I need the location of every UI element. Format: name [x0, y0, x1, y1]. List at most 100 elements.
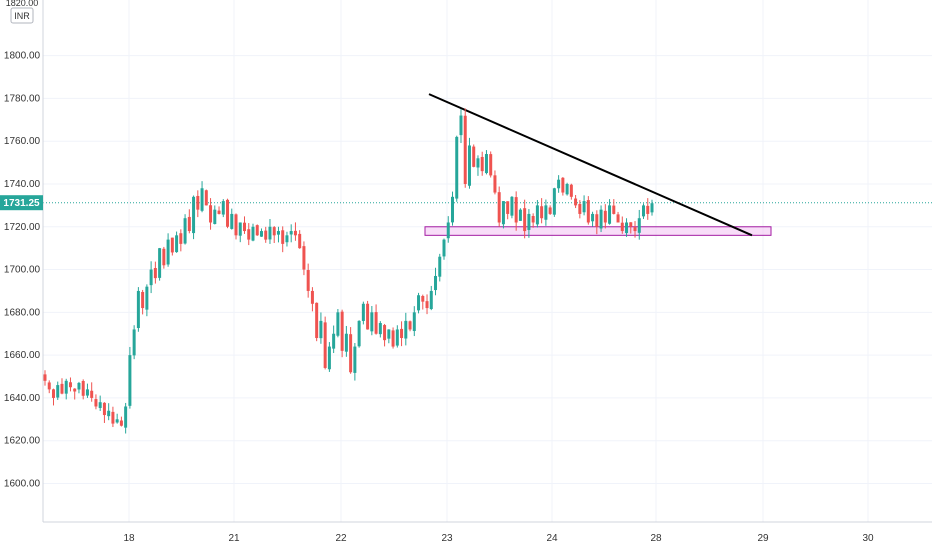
candle-body — [366, 303, 370, 330]
candle-body — [102, 402, 106, 416]
candle-body — [327, 346, 331, 370]
candle-body — [400, 328, 404, 339]
candle-body — [107, 410, 111, 417]
candle-body — [221, 201, 225, 215]
candle-body — [111, 411, 115, 424]
candle-body — [43, 374, 47, 381]
candle-body — [268, 226, 272, 240]
candle-body — [637, 218, 641, 233]
candle-body — [247, 229, 251, 240]
candle-body — [459, 115, 463, 136]
candle-body — [115, 419, 119, 423]
candle-body — [535, 205, 539, 225]
annotations — [43, 93, 932, 237]
candle-body — [289, 231, 293, 235]
candle-body — [332, 333, 336, 349]
x-tick-label: 30 — [862, 533, 874, 544]
candle-body — [582, 201, 586, 213]
candle-body — [217, 210, 221, 214]
candle-body — [438, 256, 442, 277]
candle-body — [574, 198, 578, 206]
y-tick-label: 1660.00 — [4, 350, 41, 361]
candle-body — [506, 201, 510, 214]
candle-body — [336, 312, 340, 336]
candle-body — [497, 192, 501, 223]
candle-body — [124, 406, 128, 428]
candle-body — [361, 303, 365, 321]
candle-body — [608, 205, 612, 224]
top-tick-label: 1820.00 — [6, 0, 39, 8]
candle-body — [429, 290, 433, 310]
candle-body — [281, 230, 285, 244]
candle-body — [595, 214, 599, 227]
descending-trendline[interactable] — [428, 93, 753, 237]
candle-body — [141, 291, 145, 309]
candle-body — [255, 225, 259, 236]
candle-body — [238, 222, 242, 236]
candle-body — [476, 158, 480, 168]
y-tick-label: 1720.00 — [4, 222, 41, 233]
x-tick-label: 23 — [441, 533, 453, 544]
candle-body — [353, 346, 357, 373]
candle-body — [650, 203, 654, 213]
candle-body — [612, 205, 616, 214]
candle-body — [85, 389, 89, 396]
candle-body — [446, 222, 450, 239]
candle-body — [480, 156, 484, 172]
candle-body — [302, 246, 306, 270]
candle-body — [408, 321, 412, 330]
candle-body — [620, 222, 624, 232]
candle-body — [200, 188, 204, 211]
candle-body — [98, 402, 102, 408]
candle-body — [395, 329, 399, 346]
y-tick-label: 1760.00 — [4, 136, 41, 147]
candle-body — [259, 231, 263, 237]
candle-body — [243, 222, 247, 232]
candle-body — [599, 209, 603, 229]
support-zone[interactable] — [424, 226, 772, 236]
y-tick-label: 1740.00 — [4, 179, 41, 190]
candle-body — [94, 399, 98, 407]
candle-body — [344, 333, 348, 352]
y-tick-label: 1700.00 — [4, 265, 41, 276]
candle-body — [230, 213, 234, 229]
candle-body — [251, 226, 255, 241]
candle-body — [557, 179, 561, 189]
candle-body — [603, 210, 607, 223]
candle-body — [166, 239, 170, 265]
candle-body — [561, 177, 565, 193]
candle-body — [272, 227, 276, 236]
candle-body — [183, 218, 187, 244]
candle-body — [170, 237, 174, 253]
candle-body — [629, 222, 633, 227]
x-tick-label: 22 — [335, 533, 347, 544]
candle-body — [306, 270, 310, 291]
candle-body — [357, 320, 361, 347]
y-tick-label: 1800.00 — [4, 51, 41, 62]
candle-body — [514, 197, 518, 223]
candle-body — [226, 199, 230, 227]
candle-body — [213, 209, 217, 225]
candle-body — [298, 233, 302, 249]
candle-body — [425, 301, 429, 309]
candle-body — [450, 196, 454, 223]
candle-body — [68, 382, 72, 388]
candle-body — [196, 195, 200, 210]
x-tick-label: 21 — [228, 533, 240, 544]
candle-body — [374, 312, 378, 334]
candle-body — [417, 295, 421, 311]
candle-body — [51, 389, 55, 398]
candle-body — [633, 227, 637, 232]
candle-body — [527, 213, 531, 230]
candle-body — [548, 207, 552, 214]
candle-body — [646, 205, 650, 214]
candle-body — [625, 222, 629, 234]
candle-body — [442, 239, 446, 257]
candle-body — [187, 216, 191, 232]
currency-badge[interactable] — [10, 7, 34, 24]
candle-body — [591, 213, 595, 222]
candle-body — [467, 145, 471, 186]
